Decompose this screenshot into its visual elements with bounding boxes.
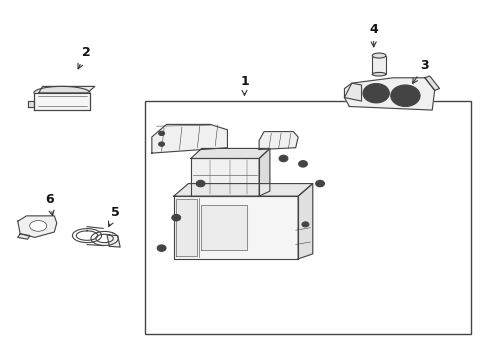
Polygon shape	[107, 235, 120, 247]
Circle shape	[362, 84, 388, 103]
Polygon shape	[259, 148, 269, 196]
Circle shape	[390, 85, 419, 107]
Polygon shape	[18, 216, 57, 237]
Circle shape	[315, 180, 324, 187]
Polygon shape	[190, 148, 269, 158]
Polygon shape	[152, 125, 227, 153]
Polygon shape	[424, 76, 439, 90]
Circle shape	[302, 222, 308, 227]
Polygon shape	[28, 101, 34, 107]
Circle shape	[395, 89, 414, 103]
Polygon shape	[298, 184, 312, 259]
Bar	[371, 55, 385, 74]
Bar	[144, 101, 470, 334]
Ellipse shape	[371, 53, 385, 58]
Polygon shape	[173, 184, 312, 196]
Circle shape	[157, 245, 165, 251]
Polygon shape	[344, 83, 361, 101]
Text: 4: 4	[368, 23, 377, 47]
Circle shape	[158, 142, 164, 146]
Polygon shape	[176, 199, 197, 256]
Polygon shape	[190, 158, 259, 196]
Polygon shape	[39, 86, 95, 93]
Polygon shape	[344, 78, 434, 110]
Ellipse shape	[371, 72, 385, 76]
Text: 3: 3	[412, 59, 428, 84]
Polygon shape	[34, 93, 90, 110]
Circle shape	[366, 87, 384, 100]
Circle shape	[171, 215, 180, 221]
Polygon shape	[173, 196, 298, 259]
Polygon shape	[200, 205, 246, 250]
Text: 6: 6	[45, 193, 54, 216]
Circle shape	[158, 131, 164, 135]
Circle shape	[196, 180, 204, 187]
Polygon shape	[259, 132, 298, 149]
Circle shape	[298, 161, 307, 167]
Polygon shape	[18, 234, 30, 239]
Ellipse shape	[30, 221, 47, 231]
Circle shape	[279, 155, 287, 162]
Text: 5: 5	[108, 206, 120, 226]
Text: 2: 2	[78, 46, 90, 69]
Text: 1: 1	[240, 75, 248, 95]
